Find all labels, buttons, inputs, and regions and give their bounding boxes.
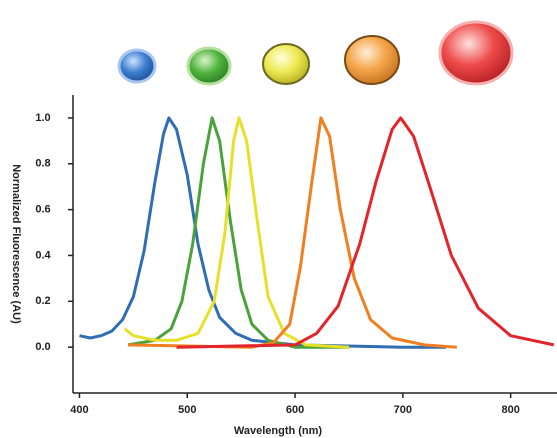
y-tick-label: 0.0 — [35, 341, 50, 353]
x-tick-label: 600 — [286, 404, 304, 416]
y-tick-label: 0.6 — [35, 204, 50, 216]
x-tick-label: 700 — [394, 404, 412, 416]
sphere — [262, 43, 310, 85]
spectrum-line — [123, 116, 350, 349]
spectrum-line — [127, 116, 457, 349]
y-tick-label: 0.4 — [35, 249, 51, 261]
sphere — [186, 46, 232, 86]
x-axis-label: Wavelength (nm) — [234, 425, 323, 437]
x-tick-label: 800 — [501, 404, 519, 416]
y-axis-label: Normalized Fluorescence (AU) — [10, 164, 22, 324]
y-tick-label: 0.8 — [35, 158, 50, 170]
quantum-dot-spheres — [117, 20, 514, 86]
spectrum-line — [79, 116, 446, 349]
sphere — [438, 20, 514, 86]
y-tick-label: 1.0 — [35, 112, 50, 124]
sphere — [117, 48, 157, 84]
y-tick-label: 0.2 — [35, 295, 50, 307]
x-tick-label: 400 — [70, 404, 88, 416]
spectrum-line — [127, 116, 349, 349]
spectrum-line — [176, 116, 555, 349]
sphere — [344, 35, 400, 85]
x-tick-label: 500 — [178, 404, 196, 416]
